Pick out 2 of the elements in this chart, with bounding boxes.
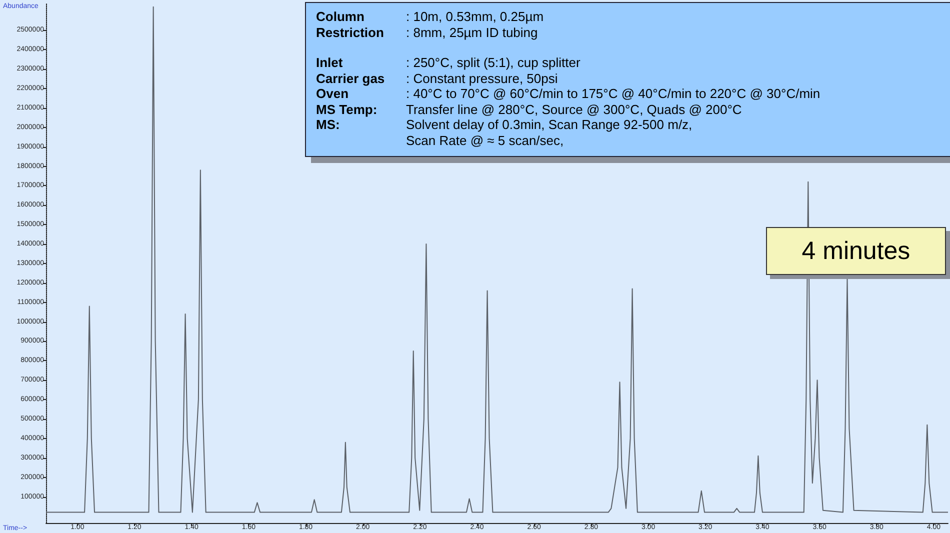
annotation: Scan Rate @ ≈ 5 scan/sec, <box>406 132 565 148</box>
line-series <box>46 6 948 513</box>
